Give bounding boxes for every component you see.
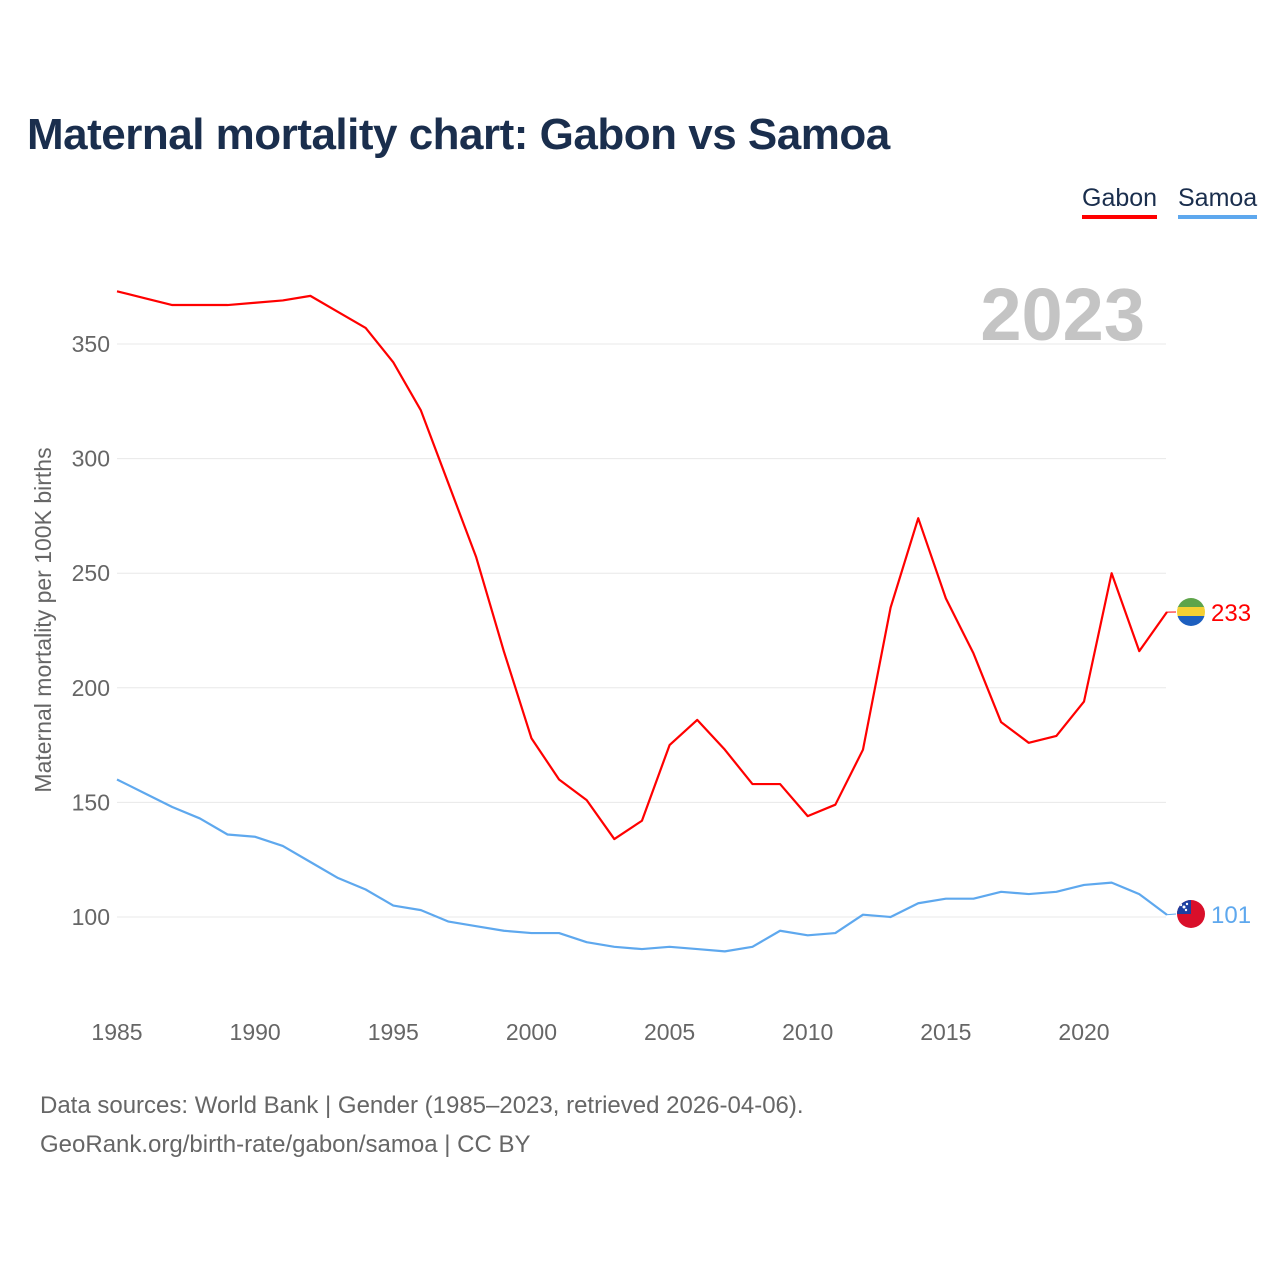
x-tick-label: 1990 [230, 1019, 281, 1045]
end-label-samoa: 101 [1211, 902, 1251, 929]
series-line-samoa [116, 778, 1168, 953]
y-tick-label: 250 [72, 560, 110, 586]
x-tick-label: 2015 [920, 1019, 971, 1045]
chart-title: Maternal mortality chart: Gabon vs Samoa [27, 110, 890, 159]
x-tick-label: 2005 [644, 1019, 695, 1045]
y-tick-label: 150 [72, 789, 110, 815]
x-tick-label: 1995 [368, 1019, 419, 1045]
y-tick-label: 100 [72, 904, 110, 930]
end-label-gabon: 233 [1211, 600, 1251, 627]
legend-gabon[interactable]: Gabon [1082, 184, 1158, 219]
data-source: Data sources: World Bank | Gender (1985–… [40, 1092, 804, 1119]
gabon-flag-icon [1177, 598, 1205, 626]
legend-samoa[interactable]: Samoa [1178, 184, 1258, 219]
y-axis-label: Maternal mortality per 100K births [30, 447, 56, 792]
y-tick-label: 350 [72, 331, 110, 357]
leader-line [1165, 913, 1177, 916]
samoa-flag-icon [1177, 900, 1205, 928]
series-line-gabon [116, 290, 1168, 841]
y-tick-label: 300 [72, 446, 110, 472]
attribution-link[interactable]: GeoRank.org/birth-rate/gabon/samoa | CC … [40, 1131, 531, 1158]
x-tick-label: 2010 [782, 1019, 833, 1045]
y-tick-label: 200 [72, 675, 110, 701]
x-tick-label: 1985 [91, 1019, 142, 1045]
x-tick-label: 2000 [506, 1019, 557, 1045]
footer: Data sources: World Bank | Gender (1985–… [40, 1086, 804, 1164]
year-watermark: 2023 [980, 273, 1145, 356]
x-tick-label: 2020 [1058, 1019, 1109, 1045]
